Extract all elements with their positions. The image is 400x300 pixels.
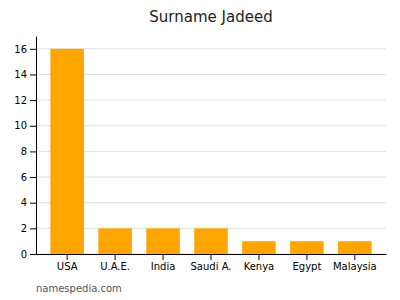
y-tick-mark	[30, 74, 36, 75]
annotation: namespedia.com	[36, 283, 122, 294]
bar	[242, 241, 276, 254]
grid-line	[36, 202, 386, 203]
y-tick: 10	[14, 120, 36, 131]
grid-line	[36, 74, 386, 75]
x-tick: Malaysia	[333, 254, 377, 272]
chart-container: USA U.A.E. India Saudi A. Kenya Egypt Malaysia…	[0, 0, 400, 300]
y-tick: 2	[21, 223, 36, 234]
x-tick-mark	[67, 254, 68, 260]
x-tick-label: U.A.E.	[100, 261, 130, 272]
x-tick-mark	[211, 254, 212, 260]
grid	[36, 49, 386, 254]
x-tick-mark	[258, 254, 259, 260]
grid-line	[36, 151, 386, 152]
grid-line	[36, 48, 386, 49]
y-tick: 6	[21, 172, 36, 183]
grid-line	[36, 177, 386, 178]
x-tick: Saudi A.	[191, 254, 232, 272]
y-tick-label: 12	[14, 95, 27, 106]
x-tick-label: USA	[57, 261, 78, 272]
x-tick-label: Egypt	[292, 261, 321, 272]
bar	[338, 241, 372, 254]
title: Surname Jadeed	[149, 8, 272, 26]
x-tick-mark	[115, 254, 116, 260]
y-tick-label: 4	[21, 197, 27, 208]
grid-line	[36, 125, 386, 126]
y-axis-line	[36, 37, 37, 255]
x-tick: U.A.E.	[100, 254, 130, 272]
y-tick: 0	[21, 249, 36, 260]
y-tick-label: 10	[14, 120, 27, 131]
chart-svg: USA U.A.E. India Saudi A. Kenya Egypt Malaysia…	[0, 0, 400, 300]
y-tick-mark	[30, 254, 36, 255]
y-tick-mark	[30, 203, 36, 204]
y-tick: 16	[14, 44, 36, 55]
y-tick: 14	[14, 69, 36, 80]
y-tick-label: 6	[21, 172, 27, 183]
x-tick: Egypt	[292, 254, 321, 272]
y-tick-label: 8	[21, 146, 27, 157]
bar	[146, 228, 180, 254]
y-tick-mark	[30, 228, 36, 229]
x-tick-mark	[306, 254, 307, 260]
y-tick-label: 16	[14, 44, 27, 55]
bar	[290, 241, 324, 254]
y-tick-mark	[30, 49, 36, 50]
x-axis: USA U.A.E. India Saudi A. Kenya Egypt Malaysia	[37, 254, 387, 272]
y-tick-label: 2	[21, 223, 27, 234]
x-tick: India	[151, 254, 176, 272]
plot: USA U.A.E. India Saudi A. Kenya Egypt Malaysia…	[14, 37, 386, 273]
y-tick-label: 14	[14, 69, 27, 80]
x-tick: USA	[57, 254, 78, 272]
bar	[50, 49, 84, 254]
y-tick-label: 0	[21, 249, 27, 260]
x-tick-label: Saudi A.	[191, 261, 232, 272]
bar	[194, 228, 228, 254]
y-tick: 8	[21, 146, 36, 157]
y-tick-mark	[30, 100, 36, 101]
x-tick-label: Kenya	[244, 261, 275, 272]
x-tick-mark	[354, 254, 355, 260]
bar	[98, 228, 132, 254]
x-tick-mark	[163, 254, 164, 260]
y-tick-mark	[30, 151, 36, 152]
x-tick-label: India	[151, 261, 176, 272]
x-tick: Kenya	[244, 254, 275, 272]
y-axis: 0 2 4 6 8 10 12 14 16	[14, 37, 36, 260]
y-tick-mark	[30, 126, 36, 127]
y-tick-mark	[30, 177, 36, 178]
x-tick-label: Malaysia	[333, 261, 377, 272]
y-tick: 4	[21, 197, 36, 208]
grid-line	[36, 100, 386, 101]
bars	[50, 49, 371, 254]
y-tick: 12	[14, 95, 36, 106]
